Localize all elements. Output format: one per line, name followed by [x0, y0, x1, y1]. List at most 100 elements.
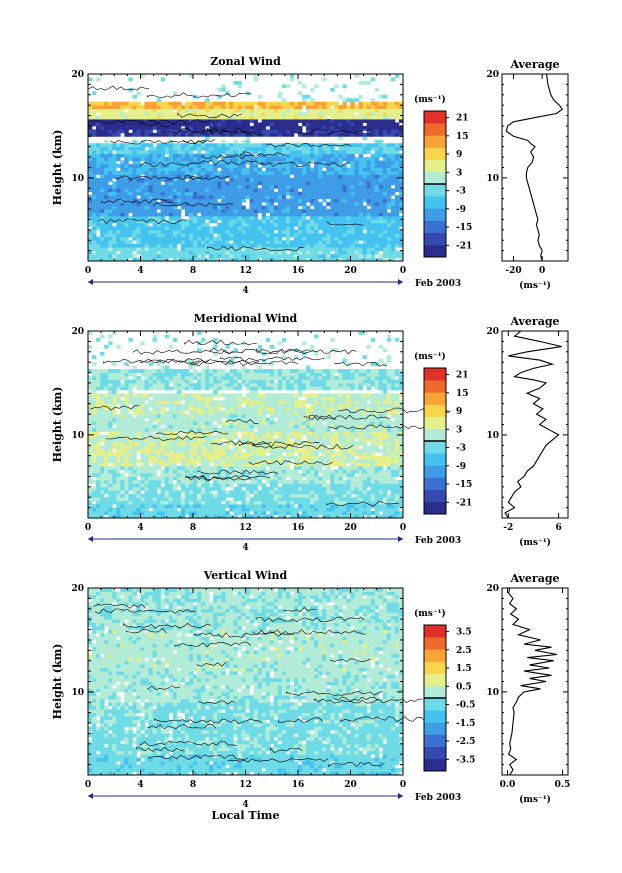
heatmap-cell: [176, 219, 182, 224]
heatmap-cell: [100, 170, 105, 175]
heatmap-cell: [100, 507, 105, 512]
heatmap-cell: [132, 188, 137, 193]
heatmap-cell: [354, 257, 359, 262]
heatmap-cell: [314, 226, 319, 231]
heatmap-cell: [293, 233, 299, 238]
heatmap-cell: [229, 115, 234, 120]
heatmap-cell: [382, 181, 388, 186]
heatmap-cell: [205, 486, 210, 491]
heatmap-cell: [362, 105, 368, 110]
heatmap-cell: [96, 143, 101, 148]
heatmap-cell: [398, 483, 404, 488]
heatmap-cell: [209, 219, 214, 224]
heatmap-cell: [314, 174, 319, 179]
heatmap-cell: [289, 212, 295, 217]
heatmap-cell: [136, 459, 141, 463]
heatmap-cell: [92, 101, 97, 106]
heatmap-cell: [132, 202, 137, 206]
heatmap-cell: [398, 455, 404, 460]
heatmap-cell: [209, 146, 214, 151]
contour-line: [98, 218, 187, 225]
heatmap-cell: [108, 191, 113, 196]
heatmap-cell: [193, 497, 198, 502]
heatmap-cell: [197, 254, 202, 258]
heatmap-cell: [152, 455, 158, 460]
heatmap-cell: [293, 181, 299, 186]
heatmap-cell: [265, 233, 271, 238]
heatmap-cell: [398, 191, 404, 196]
heatmap-cell: [346, 452, 351, 457]
heatmap-cell: [197, 129, 202, 134]
heatmap-cell: [318, 191, 323, 196]
heatmap-cell: [116, 243, 121, 248]
heatmap-cell: [342, 486, 347, 491]
heatmap-cell: [104, 108, 109, 113]
heatmap-cell: [116, 112, 121, 116]
heatmap-cell: [306, 472, 311, 477]
heatmap-cell: [374, 497, 380, 502]
heatmap-cell: [241, 462, 246, 467]
heatmap-cell: [152, 240, 158, 245]
heatmap-cell: [160, 472, 166, 477]
heatmap-cell: [197, 247, 202, 252]
heatmap-cell: [180, 150, 186, 155]
heatmap-cell: [346, 455, 351, 460]
heatmap-cell: [354, 254, 359, 258]
heatmap-cell: [160, 452, 166, 457]
heatmap-cell: [253, 472, 259, 477]
heatmap-cell: [233, 236, 238, 241]
heatmap-cell: [176, 209, 182, 213]
heatmap-cell: [261, 205, 267, 210]
heatmap-cell: [370, 188, 376, 193]
heatmap-cell: [338, 209, 343, 213]
heatmap-cell: [144, 184, 149, 189]
heatmap-cell: [261, 164, 267, 168]
heatmap-cell: [398, 143, 404, 148]
heatmap-cell: [281, 493, 287, 498]
heatmap-cell: [152, 191, 158, 196]
heatmap-cell: [132, 226, 137, 231]
heatmap-cell: [346, 198, 351, 203]
heatmap-cell: [261, 212, 267, 217]
heatmap-cell: [330, 153, 335, 158]
heatmap-cell: [257, 490, 263, 495]
heatmap-cell: [362, 188, 368, 193]
heatmap-cell: [237, 115, 242, 120]
heatmap-cell: [172, 219, 178, 224]
heatmap-cell: [229, 174, 234, 179]
heatmap-cell: [330, 240, 335, 245]
heatmap-cell: [88, 119, 93, 123]
heatmap-cell: [330, 177, 335, 182]
heatmap-cell: [88, 188, 93, 193]
heatmap-cell: [382, 167, 388, 172]
heatmap-cell: [289, 119, 295, 123]
heatmap-cell: [322, 125, 327, 130]
heatmap-cell: [358, 195, 364, 200]
heatmap-cell: [152, 115, 158, 120]
heatmap-cell: [172, 247, 178, 252]
heatmap-cell: [342, 236, 347, 241]
heatmap-cell: [96, 167, 101, 172]
heatmap-cell: [298, 479, 303, 484]
heatmap-cell: [108, 132, 113, 137]
heatmap-cell: [229, 157, 234, 161]
heatmap-cell: [217, 188, 222, 193]
heatmap-cell: [382, 157, 388, 161]
heatmap-cell: [237, 240, 242, 245]
heatmap-cell: [92, 229, 97, 234]
heatmap-cell: [96, 455, 101, 460]
heatmap-cell: [128, 112, 133, 116]
contour-line: [147, 92, 252, 98]
heatmap-cell: [128, 188, 133, 193]
heatmap-cell: [132, 500, 137, 505]
heatmap-cell: [140, 146, 145, 151]
heatmap-cell: [213, 202, 218, 206]
colorbar-unit: (ms⁻¹): [414, 94, 446, 105]
heatmap-cell: [382, 143, 388, 148]
heatmap-cell: [136, 112, 141, 116]
heatmap-cell: [116, 150, 121, 155]
heatmap-cell: [116, 452, 121, 457]
heatmap-cell: [124, 229, 129, 234]
heatmap-cell: [382, 507, 388, 512]
heatmap-cell: [217, 250, 222, 255]
